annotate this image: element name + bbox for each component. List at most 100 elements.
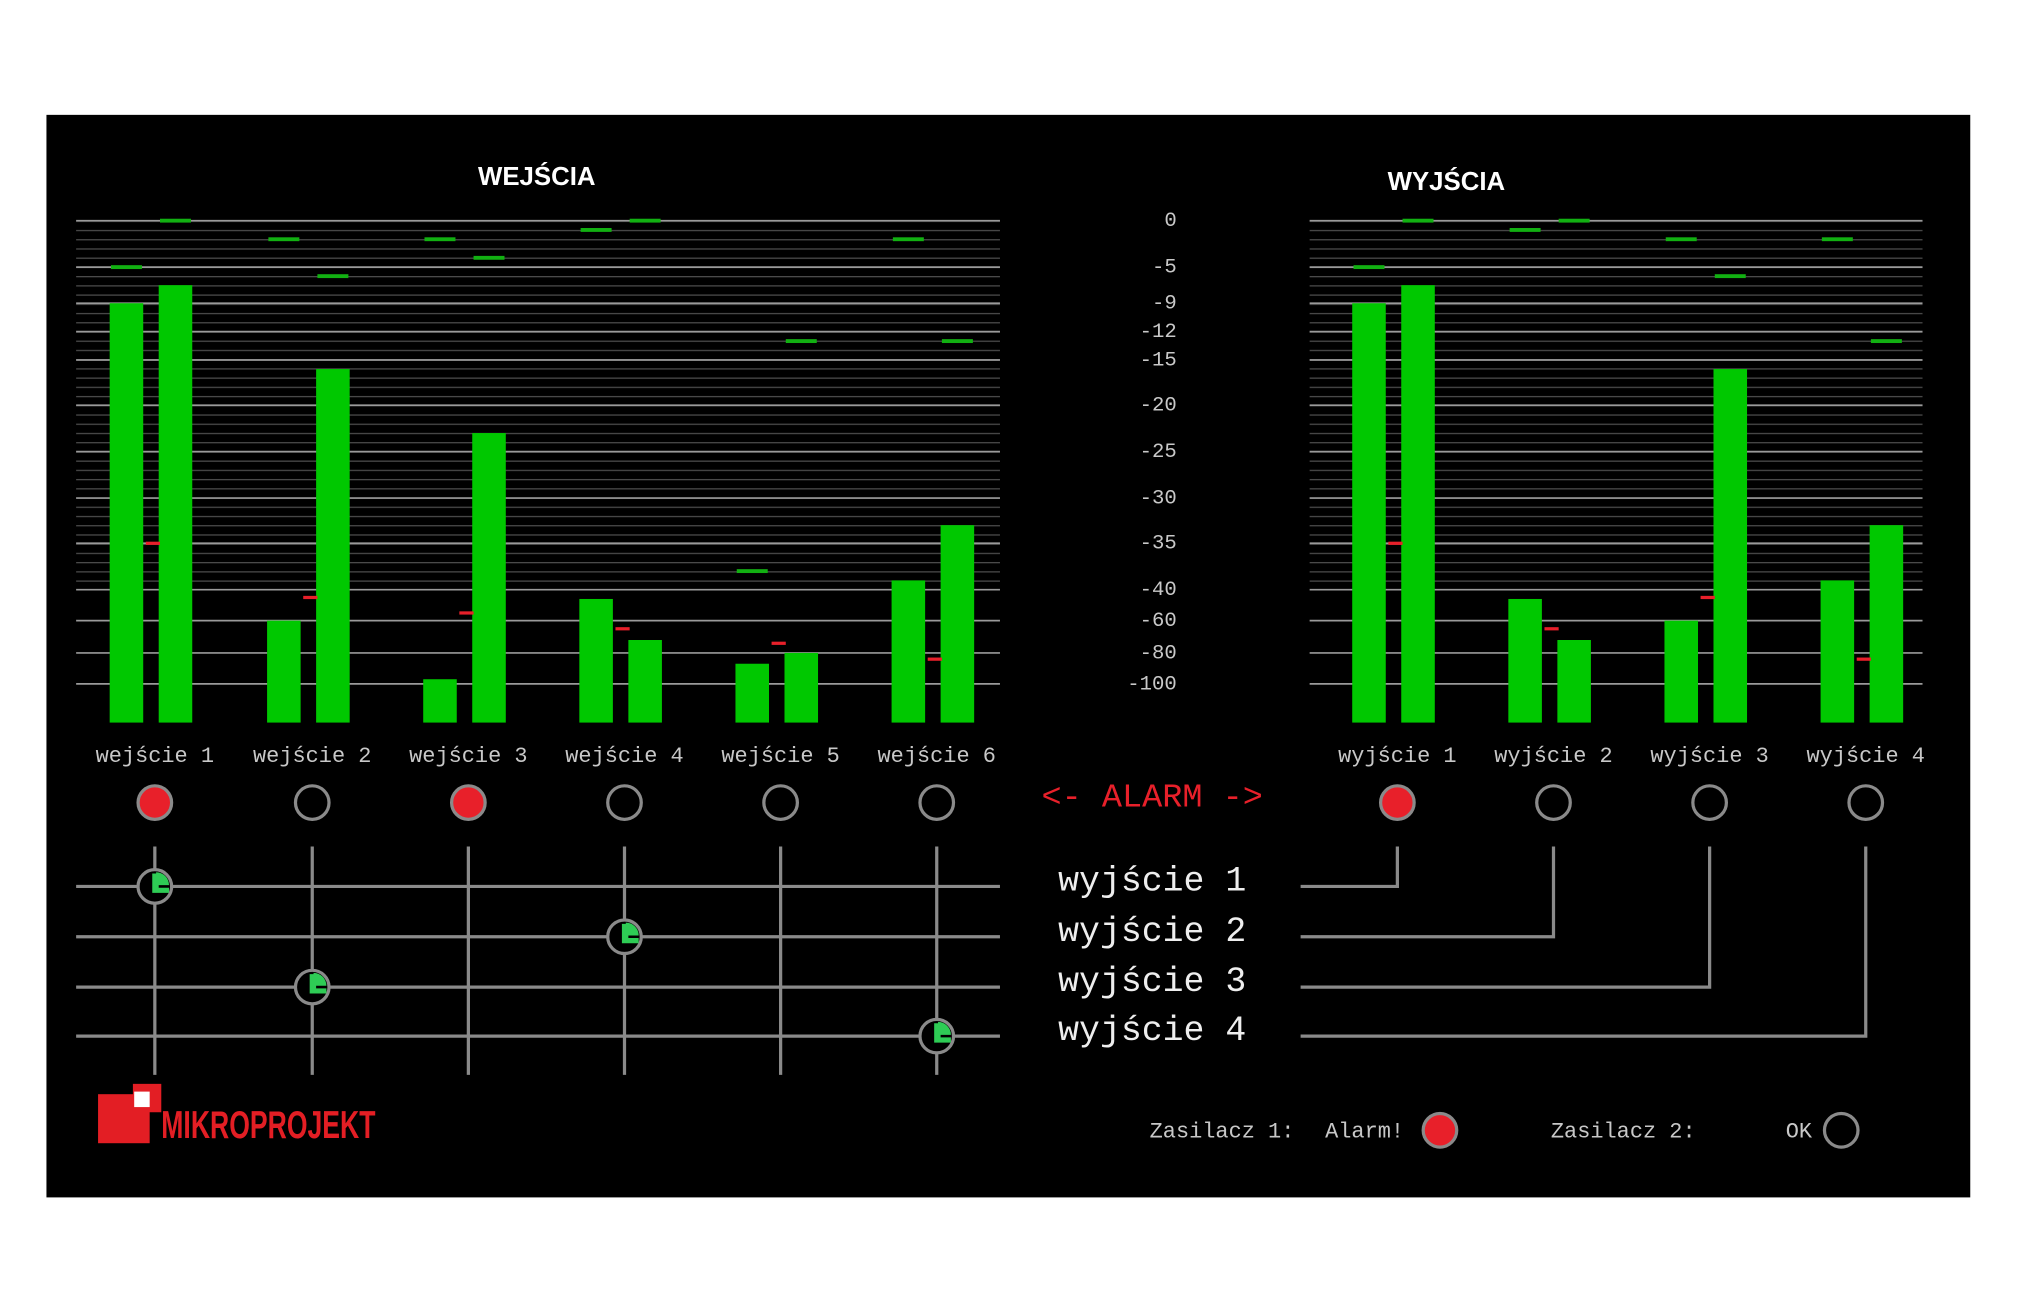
scale-label: -35 bbox=[1140, 533, 1177, 556]
peak-marker bbox=[736, 569, 768, 574]
level-bar bbox=[1664, 620, 1699, 723]
route-label: wyjście 4 bbox=[1058, 1012, 1246, 1051]
scale-label: -9 bbox=[1152, 293, 1177, 316]
route-connector bbox=[1300, 846, 1556, 939]
route-connector bbox=[1300, 846, 1399, 889]
channel-label: wejście 3 bbox=[409, 744, 527, 769]
status-led bbox=[762, 784, 800, 821]
status-led bbox=[1691, 784, 1729, 821]
scale-label: -25 bbox=[1140, 441, 1177, 464]
scale-label: -60 bbox=[1140, 610, 1177, 633]
scale-label: -15 bbox=[1140, 349, 1177, 372]
logo-text: MIKROPROJEKT bbox=[161, 1104, 375, 1147]
peak-marker bbox=[629, 218, 661, 223]
level-bar bbox=[628, 640, 662, 723]
level-bar bbox=[1557, 640, 1591, 723]
status-led bbox=[606, 784, 643, 821]
channel-label: wejście 5 bbox=[721, 744, 839, 769]
level-bar bbox=[940, 525, 975, 723]
power-label: Zasilacz 2: bbox=[1551, 1119, 1696, 1144]
status-led bbox=[1421, 1111, 1459, 1149]
logo-square bbox=[134, 1091, 150, 1108]
level-bar bbox=[579, 598, 613, 723]
route-connector bbox=[1300, 846, 1712, 989]
route-node-fill bbox=[152, 872, 170, 893]
channel-label: wyjście 3 bbox=[1650, 744, 1768, 769]
level-bar bbox=[1352, 303, 1386, 723]
channel-label: wyjście 4 bbox=[1807, 744, 1925, 769]
route-label: wyjście 1 bbox=[1058, 862, 1246, 901]
level-bar bbox=[1713, 369, 1748, 723]
level-bar bbox=[267, 620, 301, 723]
peak-marker bbox=[580, 228, 612, 232]
level-bar bbox=[1508, 598, 1542, 723]
channel-label: wyjście 2 bbox=[1494, 744, 1612, 769]
scale-label: 0 bbox=[1164, 210, 1176, 233]
min-marker bbox=[615, 627, 630, 631]
min-marker bbox=[1856, 657, 1871, 661]
level-bar bbox=[735, 663, 770, 723]
status-led bbox=[449, 784, 487, 821]
min-marker bbox=[303, 595, 318, 600]
level-bar bbox=[891, 580, 926, 723]
inputs-title: WEJŚCIA bbox=[478, 161, 596, 191]
logo: MIKROPROJEKT bbox=[98, 1083, 376, 1147]
status-led bbox=[918, 784, 956, 821]
route-node-fill bbox=[934, 1021, 951, 1043]
route-label: wyjście 3 bbox=[1058, 963, 1246, 1002]
peak-marker bbox=[785, 339, 817, 344]
alarm-label: <- ALARM -> bbox=[1042, 779, 1263, 817]
route-node-fill bbox=[621, 922, 639, 944]
outputs-title: WYJŚCIA bbox=[1388, 166, 1506, 196]
peak-marker bbox=[1402, 218, 1434, 223]
status-led bbox=[1847, 784, 1885, 821]
min-marker bbox=[927, 657, 942, 661]
peak-marker bbox=[892, 237, 924, 242]
peak-marker bbox=[268, 237, 300, 242]
peak-marker bbox=[1558, 218, 1590, 223]
channel-label: wyjście 1 bbox=[1338, 744, 1456, 769]
route-node-fill bbox=[309, 972, 327, 994]
status-led bbox=[1822, 1111, 1860, 1149]
peak-marker bbox=[1821, 237, 1853, 242]
level-bar bbox=[1869, 525, 1904, 723]
power-status: OK bbox=[1786, 1119, 1813, 1144]
peak-marker bbox=[159, 218, 191, 223]
peak-marker bbox=[941, 339, 973, 344]
peak-marker bbox=[1665, 237, 1697, 242]
min-marker bbox=[1700, 595, 1715, 600]
peak-marker bbox=[1870, 339, 1902, 344]
level-bar bbox=[784, 652, 819, 723]
peak-marker bbox=[110, 265, 142, 270]
min-marker bbox=[771, 641, 786, 645]
min-marker bbox=[1544, 627, 1559, 631]
power-status: Alarm! bbox=[1325, 1119, 1404, 1144]
status-led bbox=[1378, 784, 1416, 821]
peak-marker bbox=[317, 274, 349, 279]
peak-marker bbox=[1353, 265, 1385, 270]
scale-label: -20 bbox=[1140, 395, 1177, 418]
level-bar bbox=[1401, 285, 1435, 723]
min-marker bbox=[145, 541, 160, 545]
peak-marker bbox=[1509, 228, 1541, 232]
min-marker bbox=[459, 611, 474, 615]
scale-label: -5 bbox=[1152, 257, 1177, 280]
peak-marker bbox=[1714, 274, 1746, 279]
level-bar bbox=[472, 433, 506, 723]
channel-label: wejście 6 bbox=[878, 744, 996, 769]
scale-label: -80 bbox=[1140, 642, 1177, 665]
peak-marker bbox=[473, 255, 505, 260]
channel-label: wejście 4 bbox=[565, 744, 683, 769]
channel-label: wejście 1 bbox=[96, 744, 214, 769]
peak-marker bbox=[424, 237, 456, 242]
level-bar bbox=[1820, 580, 1855, 723]
level-bar bbox=[423, 679, 457, 723]
power-label: Zasilacz 1: bbox=[1150, 1119, 1295, 1144]
level-bar bbox=[158, 285, 193, 723]
scale-label: -40 bbox=[1140, 579, 1177, 602]
scale-label: -100 bbox=[1127, 673, 1177, 696]
scale-label: -12 bbox=[1140, 321, 1177, 344]
min-marker bbox=[1388, 541, 1403, 545]
